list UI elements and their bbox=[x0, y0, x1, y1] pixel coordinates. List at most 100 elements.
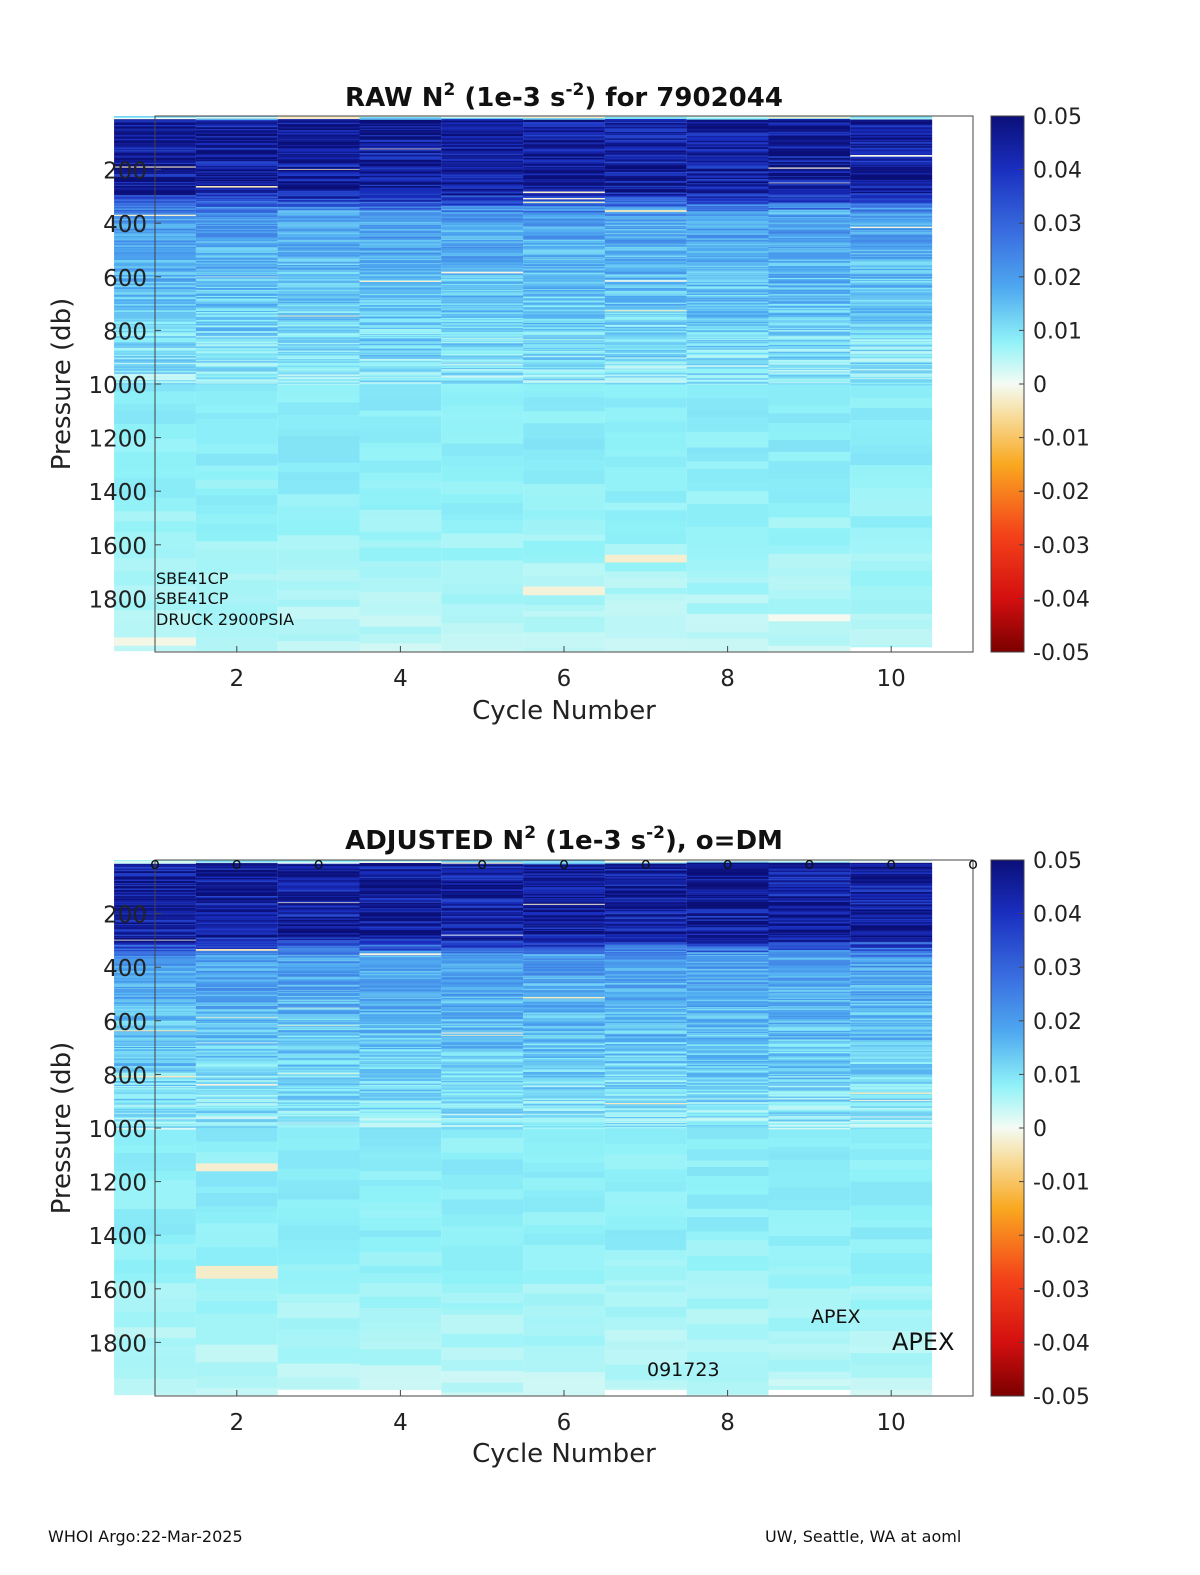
n2-cell bbox=[195, 465, 278, 472]
n2-cell bbox=[604, 1250, 687, 1261]
n2-cell bbox=[604, 939, 687, 942]
n2-cell bbox=[359, 531, 442, 542]
n2-cell bbox=[277, 1003, 360, 1005]
n2-cell bbox=[850, 937, 933, 940]
n2-cell bbox=[277, 1122, 360, 1125]
n2-cell bbox=[523, 1033, 605, 1036]
n2-cell bbox=[523, 885, 605, 888]
n2-cell bbox=[195, 1108, 278, 1111]
n2-cell bbox=[359, 1388, 442, 1390]
n2-cell bbox=[768, 993, 851, 996]
n2-cell bbox=[604, 276, 687, 279]
n2-cell bbox=[195, 380, 278, 383]
n2-cell bbox=[441, 352, 524, 355]
n2-cell bbox=[768, 517, 851, 529]
n2-cell bbox=[523, 357, 605, 359]
n2-cell bbox=[850, 892, 933, 895]
n2-cell bbox=[441, 1057, 524, 1060]
n2-cell bbox=[195, 1066, 278, 1068]
n2-cell bbox=[195, 331, 278, 334]
n2-cell bbox=[523, 180, 605, 183]
n2-cell bbox=[686, 299, 769, 303]
n2-cell bbox=[850, 1030, 933, 1033]
n2-cell bbox=[686, 594, 769, 604]
n2-cell bbox=[195, 161, 278, 163]
n2-cell bbox=[523, 1052, 605, 1055]
n2-cell bbox=[195, 292, 278, 294]
n2-cell bbox=[604, 359, 687, 362]
n2-cell bbox=[359, 1123, 442, 1127]
n2-cell bbox=[523, 241, 605, 244]
n2-cell bbox=[277, 1348, 360, 1365]
n2-cell bbox=[359, 877, 442, 879]
n2-cell bbox=[850, 373, 933, 376]
n2-cell bbox=[523, 230, 605, 233]
n2-cell bbox=[277, 940, 360, 942]
n2-cell bbox=[523, 632, 605, 649]
n2-cell bbox=[441, 331, 524, 333]
n2-cell bbox=[686, 377, 769, 379]
n2-cell bbox=[441, 214, 524, 217]
n2-cell bbox=[768, 259, 851, 262]
n2-cell bbox=[768, 328, 851, 330]
n2-cell bbox=[195, 984, 278, 987]
n2-cell bbox=[686, 168, 769, 171]
n2-cell bbox=[523, 145, 605, 147]
n2-cell bbox=[195, 245, 278, 248]
n2-cell bbox=[277, 168, 360, 170]
n2-cell bbox=[604, 1119, 687, 1122]
n2-cell bbox=[277, 160, 360, 162]
n2-cell bbox=[604, 947, 687, 951]
n2-cell bbox=[768, 283, 851, 285]
n2-cell bbox=[604, 358, 687, 360]
n2-cell bbox=[441, 905, 524, 907]
n2-cell bbox=[359, 320, 442, 323]
n2-cell bbox=[359, 957, 442, 960]
n2-cell bbox=[768, 891, 851, 894]
n2-cell bbox=[850, 274, 933, 277]
n2-cell bbox=[768, 157, 851, 160]
n2-cell bbox=[850, 932, 933, 936]
n2-cell bbox=[686, 913, 769, 916]
n2-cell bbox=[277, 923, 360, 926]
n2-cell bbox=[604, 199, 687, 201]
n2-cell bbox=[441, 1032, 524, 1035]
n2-cell bbox=[686, 365, 769, 368]
n2-cell bbox=[359, 944, 442, 947]
n2-cell bbox=[768, 244, 851, 246]
n2-cell bbox=[768, 431, 851, 441]
n2-cell bbox=[604, 963, 687, 965]
n2-cell bbox=[768, 1069, 851, 1072]
n2-cell bbox=[604, 870, 687, 873]
n2-cell bbox=[277, 281, 360, 284]
n2-cell bbox=[604, 1027, 687, 1031]
n2-cell bbox=[768, 359, 851, 362]
n2-cell bbox=[604, 475, 687, 492]
n2-cell bbox=[441, 216, 524, 219]
n2-cell bbox=[359, 1158, 442, 1172]
n2-cell bbox=[686, 966, 769, 968]
n2-cell bbox=[686, 900, 769, 903]
n2-cell bbox=[277, 1032, 360, 1035]
n2-cell bbox=[277, 435, 360, 452]
n2-cell bbox=[359, 338, 442, 341]
n2-cell bbox=[277, 341, 360, 344]
n2-cell bbox=[359, 327, 442, 330]
n2-cell bbox=[604, 1078, 687, 1080]
n2-cell bbox=[359, 889, 442, 892]
n2-cell bbox=[686, 1081, 769, 1084]
n2-cell bbox=[277, 1126, 360, 1129]
n2-cell bbox=[195, 1022, 278, 1024]
n2-cell bbox=[441, 885, 524, 887]
n2-cell bbox=[277, 208, 360, 211]
n2-cell bbox=[523, 1073, 605, 1076]
n2-cell bbox=[277, 181, 360, 183]
n2-cell bbox=[277, 1015, 360, 1018]
n2-cell bbox=[195, 918, 278, 921]
n2-cell bbox=[277, 275, 360, 277]
n2-cell bbox=[441, 648, 524, 652]
n2-cell bbox=[768, 953, 851, 956]
n2-cell bbox=[686, 304, 769, 307]
n2-cell bbox=[441, 295, 524, 298]
